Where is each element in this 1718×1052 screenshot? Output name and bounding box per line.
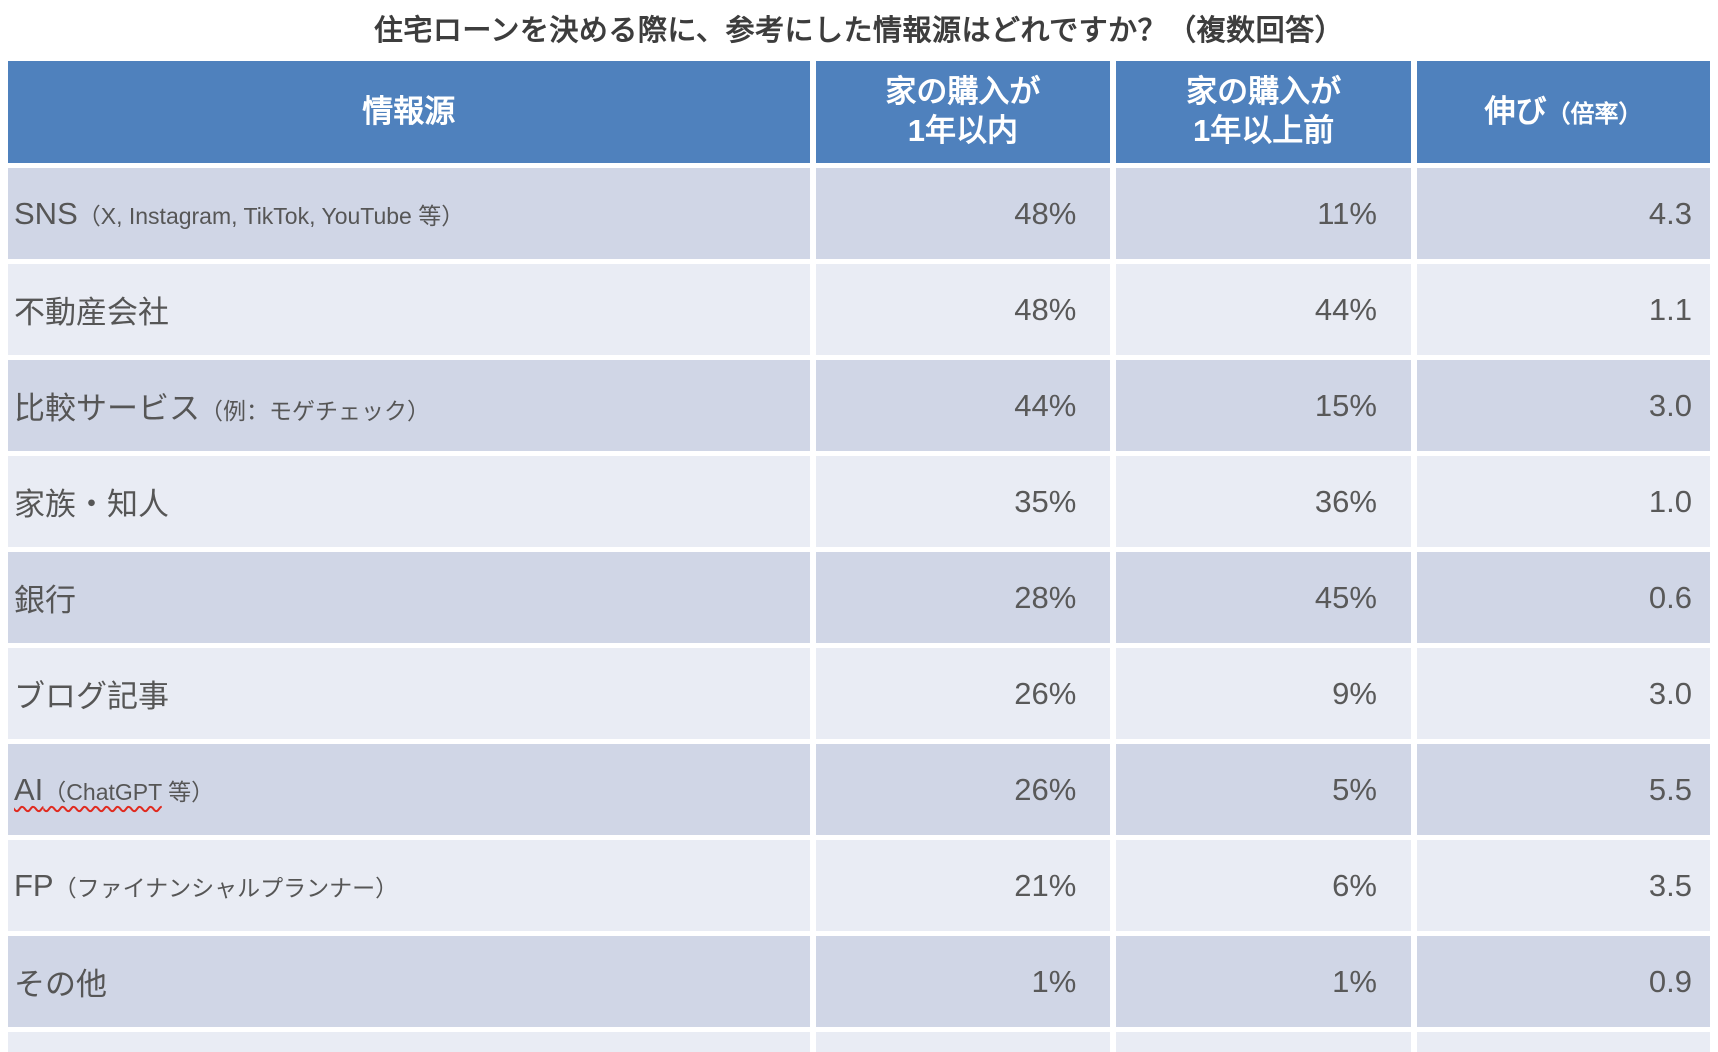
recent-value-cell: 35% xyxy=(815,456,1111,547)
recent-value-cell: 28% xyxy=(815,552,1111,643)
bottom-strip-cell xyxy=(815,1032,1111,1052)
earlier-value-cell: 11% xyxy=(1116,168,1411,259)
growth-value-cell: 4.3 xyxy=(1416,168,1710,259)
header-earlier-line1: 家の購入が xyxy=(1186,74,1342,110)
earlier-value-cell: 15% xyxy=(1116,360,1411,451)
source-label-sub: （X, Instagram, TikTok, YouTube 等） xyxy=(77,202,465,229)
growth-value-cell: 0.9 xyxy=(1416,936,1710,1027)
growth-value-cell: 3.5 xyxy=(1416,840,1710,931)
growth-value-cell: 0.6 xyxy=(1416,552,1710,643)
source-label: 比較サービス xyxy=(14,391,200,426)
header-growth-main: 伸び xyxy=(1484,93,1547,129)
source-label: 不動産会社 xyxy=(14,295,169,330)
earlier-value-cell: 45% xyxy=(1116,552,1411,643)
recent-value-cell: 44% xyxy=(815,360,1111,451)
header-recent-line2: 1年以内 xyxy=(907,113,1019,148)
growth-value-cell: 5.5 xyxy=(1416,744,1710,835)
header-row: 情報源 家の購入が 1年以内 家の購入が 1年以上前 伸び（倍率） xyxy=(8,61,1710,163)
table-row-fp: FP（ファイナンシャルプランナー） 21% 6% 3.5 xyxy=(8,840,1710,931)
earlier-value-cell: 9% xyxy=(1116,648,1411,739)
source-cell: 不動産会社 xyxy=(8,264,810,355)
source-cell: ブログ記事 xyxy=(8,648,810,739)
page-title: 住宅ローンを決める際に、参考にした情報源はどれですか？（複数回答） xyxy=(373,15,1345,47)
earlier-value-cell: 36% xyxy=(1116,456,1411,547)
source-cell: その他 xyxy=(8,936,810,1027)
header-earlier: 家の購入が 1年以上前 xyxy=(1116,61,1411,163)
bottom-strip-cell xyxy=(1116,1032,1411,1052)
source-cell: AI（ChatGPT 等） xyxy=(8,744,810,835)
source-label: その他 xyxy=(14,967,107,1002)
table-header: 情報源 家の購入が 1年以内 家の購入が 1年以上前 伸び（倍率） xyxy=(8,61,1710,163)
source-cell: SNS（X, Instagram, TikTok, YouTube 等） xyxy=(8,168,810,259)
growth-value-cell: 1.1 xyxy=(1416,264,1710,355)
header-source: 情報源 xyxy=(8,61,810,163)
recent-value-cell: 48% xyxy=(815,168,1111,259)
source-label: ブログ記事 xyxy=(14,679,169,714)
bottom-strip-cell xyxy=(8,1032,810,1052)
recent-value-cell: 21% xyxy=(815,840,1111,931)
source-label-sub-flagged: （ChatGPT xyxy=(43,778,162,805)
source-label: SNS xyxy=(14,195,78,231)
source-cell: 比較サービス（例：モゲチェック） xyxy=(8,360,810,451)
earlier-value-cell: 6% xyxy=(1116,840,1411,931)
table-row-ai: AI（ChatGPT 等） 26% 5% 5.5 xyxy=(8,744,1710,835)
recent-value-cell: 48% xyxy=(815,264,1111,355)
table-row-family-friends: 家族・知人 35% 36% 1.0 xyxy=(8,456,1710,547)
earlier-value-cell: 44% xyxy=(1116,264,1411,355)
table-row-comparison-service: 比較サービス（例：モゲチェック） 44% 15% 3.0 xyxy=(8,360,1710,451)
source-label: 家族・知人 xyxy=(14,487,169,522)
source-label: FP xyxy=(14,867,54,903)
header-recent: 家の購入が 1年以内 xyxy=(815,61,1111,163)
table-row-realestate: 不動産会社 48% 44% 1.1 xyxy=(8,264,1710,355)
table-row-other: その他 1% 1% 0.9 xyxy=(8,936,1710,1027)
header-earlier-line2: 1年以上前 xyxy=(1192,113,1335,148)
recent-value-cell: 26% xyxy=(815,744,1111,835)
source-cell: FP（ファイナンシャルプランナー） xyxy=(8,840,810,931)
source-label-sub: （ファイナンシャルプランナー） xyxy=(53,874,399,901)
growth-value-cell: 1.0 xyxy=(1416,456,1710,547)
table-row-sns: SNS（X, Instagram, TikTok, YouTube 等） 48%… xyxy=(8,168,1710,259)
survey-table: 情報源 家の購入が 1年以内 家の購入が 1年以上前 伸び（倍率） SNS（X,… xyxy=(2,56,1716,1052)
source-label: AI xyxy=(14,771,44,807)
recent-value-cell: 26% xyxy=(815,648,1111,739)
header-growth: 伸び（倍率） xyxy=(1416,61,1710,163)
title-bar: 住宅ローンを決める際に、参考にした情報源はどれですか？（複数回答） xyxy=(0,0,1718,56)
growth-value-cell: 3.0 xyxy=(1416,648,1710,739)
earlier-value-cell: 1% xyxy=(1116,936,1411,1027)
bottom-strip-cell xyxy=(1416,1032,1710,1052)
growth-value-cell: 3.0 xyxy=(1416,360,1710,451)
source-label: 銀行 xyxy=(14,583,76,618)
earlier-value-cell: 5% xyxy=(1116,744,1411,835)
table-row-bank: 銀行 28% 45% 0.6 xyxy=(8,552,1710,643)
header-growth-sub: （倍率） xyxy=(1546,100,1643,128)
header-recent-line1: 家の購入が xyxy=(885,74,1041,110)
recent-value-cell: 1% xyxy=(815,936,1111,1027)
table-row-blog: ブログ記事 26% 9% 3.0 xyxy=(8,648,1710,739)
table-body: SNS（X, Instagram, TikTok, YouTube 等） 48%… xyxy=(8,168,1710,1052)
source-label-sub: 等） xyxy=(161,778,215,805)
source-cell: 家族・知人 xyxy=(8,456,810,547)
source-cell: 銀行 xyxy=(8,552,810,643)
table-bottom-strip xyxy=(8,1032,1710,1052)
source-label-sub: （例：モゲチェック） xyxy=(200,398,430,424)
